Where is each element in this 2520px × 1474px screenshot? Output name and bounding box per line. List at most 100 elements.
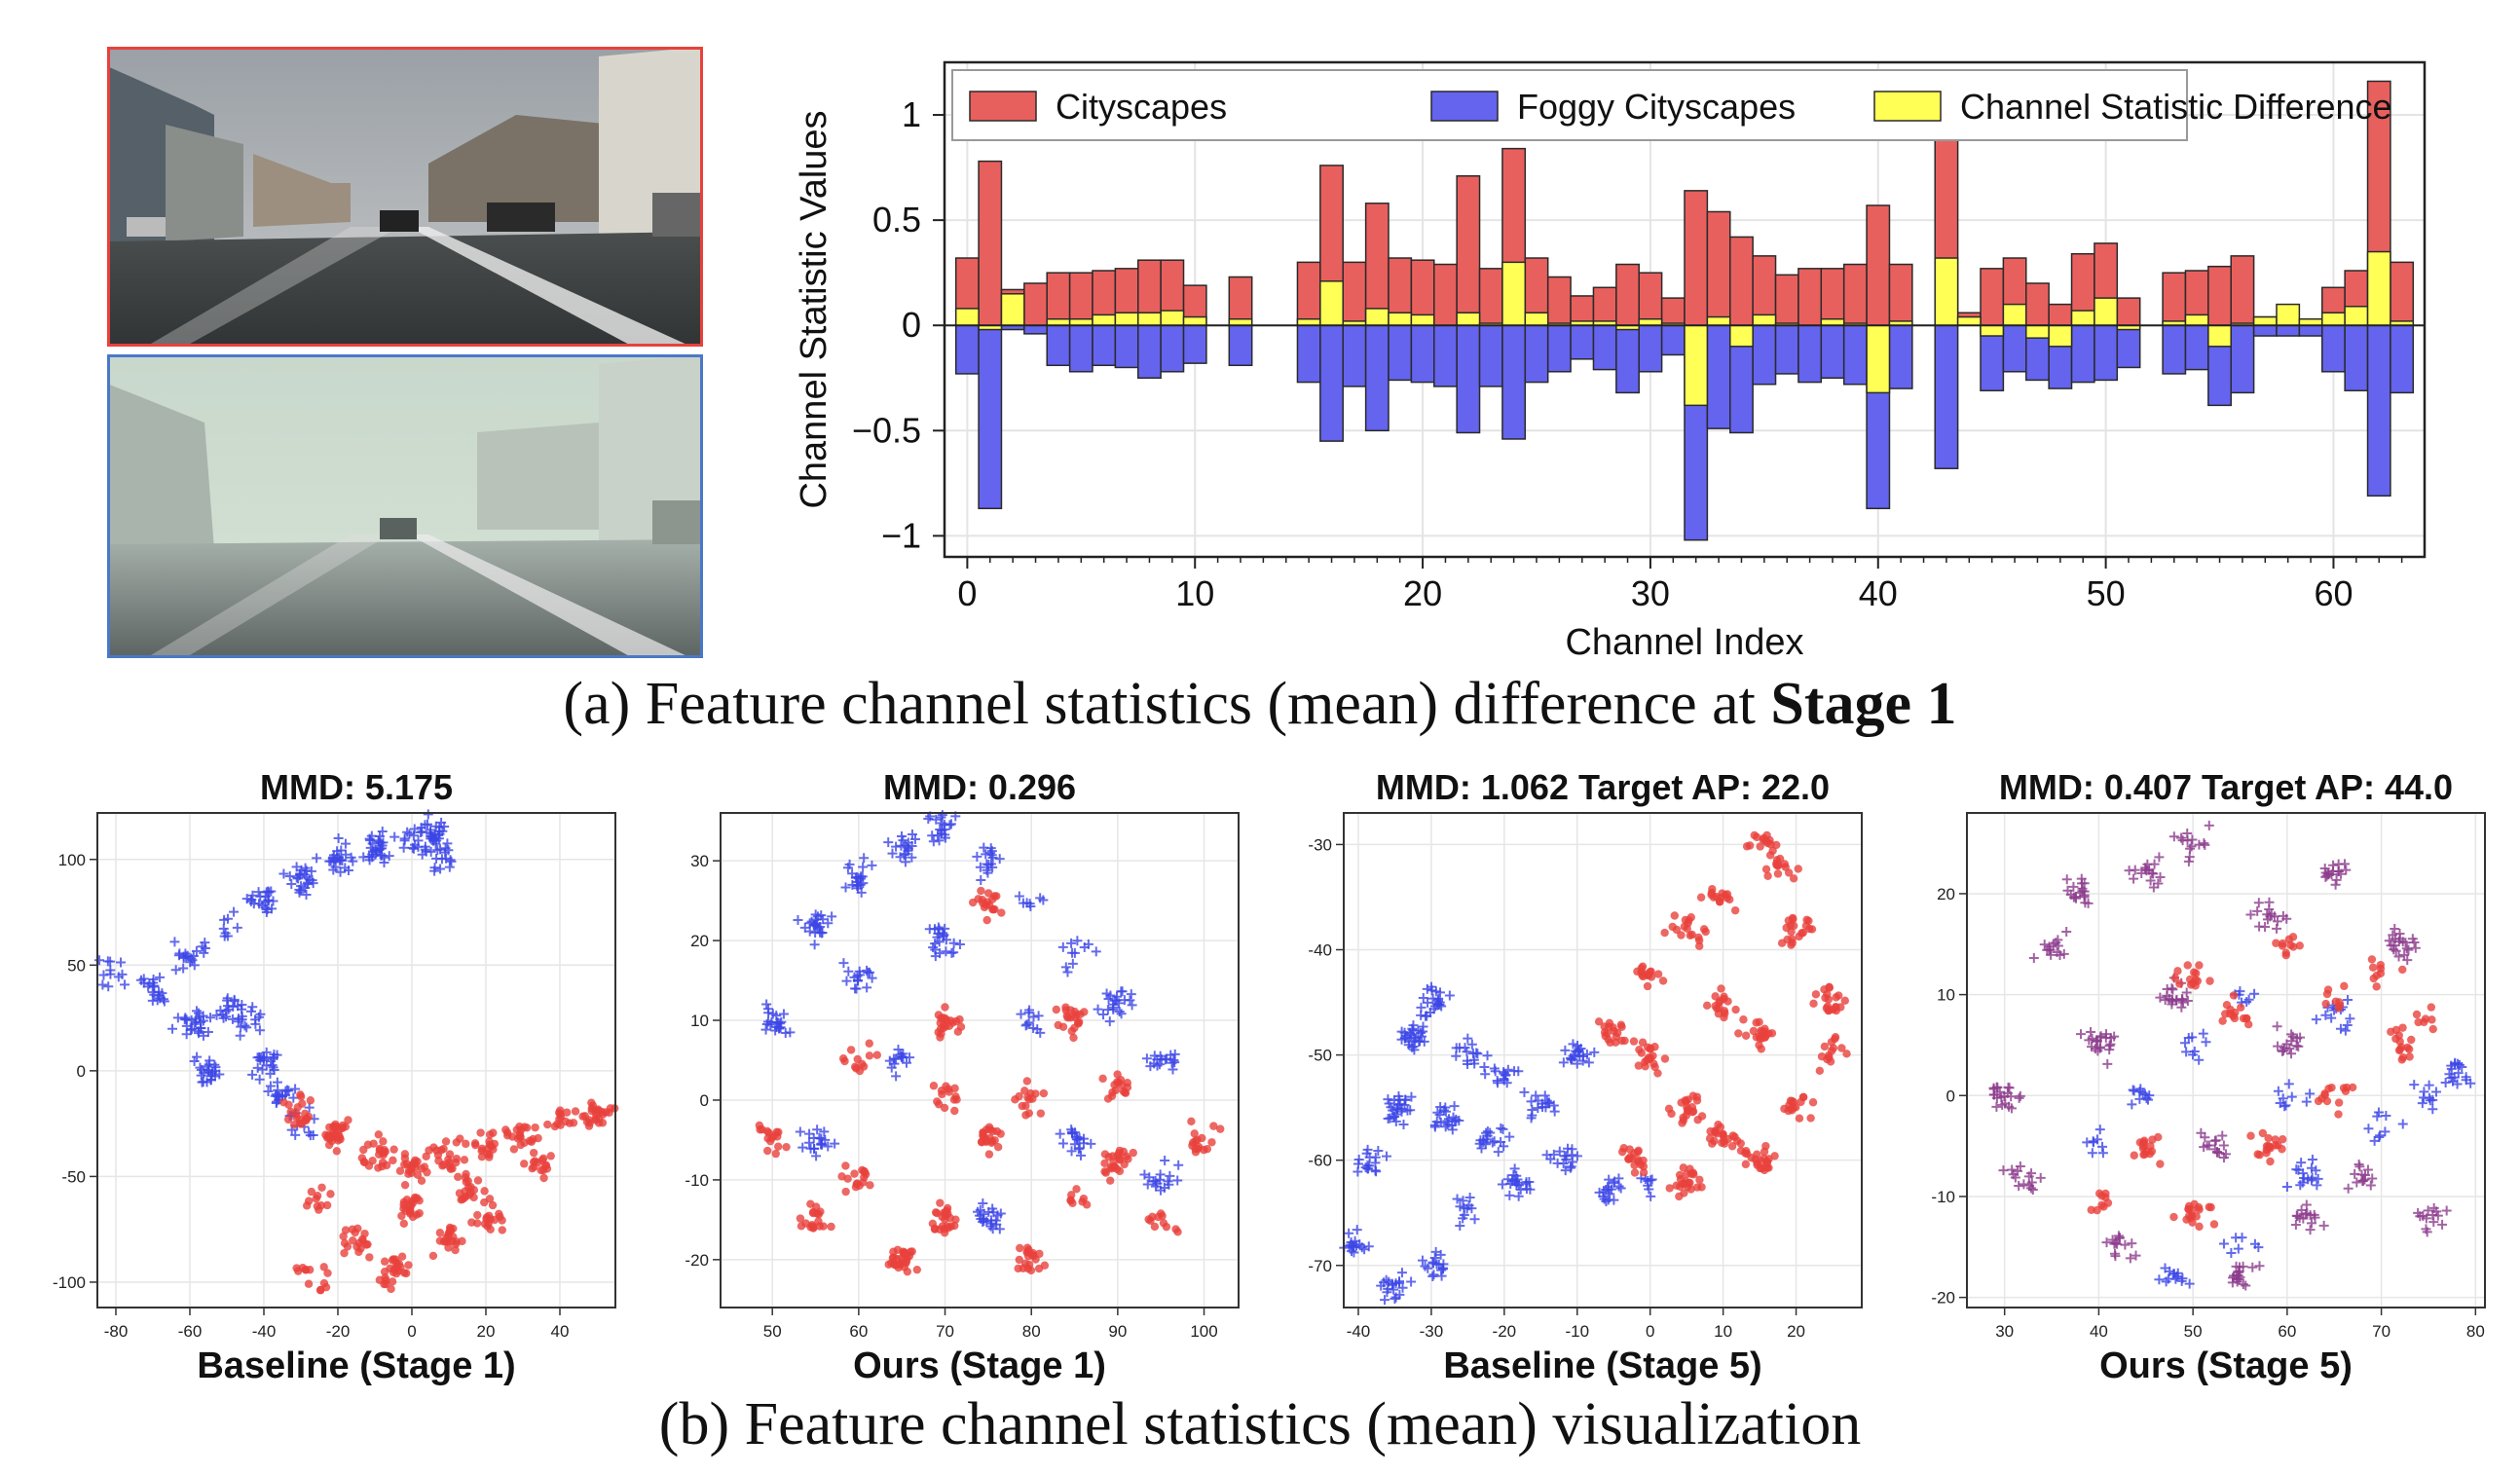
scatter-point: [1098, 1010, 1109, 1020]
scatter-point: [2461, 1075, 2471, 1086]
scatter-point: [219, 914, 230, 925]
scatter-point: [2217, 1130, 2228, 1141]
scatter-point: [1028, 1012, 1039, 1022]
y-tick-label: -100: [53, 1273, 86, 1292]
scatter-point: [1780, 1104, 1789, 1114]
scatter-point: [1036, 1109, 1046, 1118]
y-tick-label: −0.5: [852, 410, 921, 450]
scatter-point: [1772, 840, 1781, 850]
scatter-point: [2306, 1218, 2316, 1229]
scatter-point: [2035, 1172, 2046, 1183]
bar-foggy: [1820, 324, 1845, 380]
scatter-point: [2365, 1180, 2376, 1191]
scatter-point: [252, 1062, 263, 1073]
scatter-point: [2028, 952, 2039, 963]
scatter-point: [2155, 871, 2166, 882]
scatter-point: [178, 953, 189, 964]
scatter-point: [2313, 1173, 2323, 1184]
scatter-point: [278, 868, 289, 879]
scatter-point: [2265, 1142, 2275, 1152]
scatter-point: [2140, 1150, 2149, 1159]
scatter-point: [1594, 1187, 1605, 1198]
scatter-point: [940, 923, 950, 934]
scatter-point: [2187, 1050, 2198, 1060]
bar-cityscapes: [1296, 261, 1321, 326]
scatter-point: [1173, 1228, 1182, 1236]
scatter-point: [928, 942, 939, 953]
scatter-point: [268, 1053, 278, 1064]
scatter-point: [2175, 979, 2184, 988]
scatter-point: [304, 1279, 314, 1288]
scatter-point: [1113, 1070, 1122, 1079]
scatter-point: [1463, 1033, 1473, 1044]
legend-swatch: [1430, 91, 1499, 122]
scatter-point: [2428, 1024, 2437, 1034]
bar-cityscapes: [1023, 282, 1048, 326]
scatter-point: [992, 892, 1001, 901]
scatter-point: [253, 1012, 264, 1022]
scatter-point: [2153, 878, 2164, 889]
bar-cityscapes: [1546, 276, 1572, 326]
bar-foggy: [2094, 324, 2119, 382]
scatter-point: [945, 820, 955, 830]
scatter-point: [810, 909, 821, 920]
scatter-point: [2039, 940, 2050, 950]
bar-cityscapes: [2207, 265, 2232, 326]
scatter-point: [2168, 984, 2178, 995]
scatter-point: [229, 906, 240, 917]
scatter-point: [1394, 1098, 1405, 1109]
bar-cityscapes: [2230, 255, 2255, 326]
bar-cityscapes: [1820, 268, 1845, 326]
x-tick-label: 60: [2314, 573, 2353, 613]
scatter-point: [2210, 1135, 2221, 1146]
scatter-point: [1021, 1111, 1030, 1120]
scatter-point: [2424, 1080, 2434, 1090]
scatter-point: [1422, 1011, 1432, 1021]
x-tick-label: 30: [1631, 573, 1670, 613]
scatter-point: [301, 889, 312, 900]
scatter-point: [1521, 1177, 1532, 1188]
plot-frame: [1343, 812, 1863, 1308]
scatter-point: [1427, 1271, 1438, 1282]
bar-foggy: [1842, 324, 1868, 386]
scatter-point: [1396, 1268, 1407, 1278]
scatter-point: [1093, 1004, 1103, 1014]
scatter-point: [804, 1137, 815, 1148]
y-tick-label: -20: [685, 1251, 709, 1270]
scatter-point: [169, 937, 180, 947]
scatter-point: [2323, 985, 2333, 994]
scatter-xlabel: Baseline (Stage 1): [197, 1345, 515, 1386]
bar-foggy: [1364, 324, 1390, 432]
scatter-point: [1150, 1181, 1161, 1192]
scatter-point: [2278, 941, 2287, 950]
scatter-point: [262, 904, 273, 915]
scatter-point: [1504, 1131, 1515, 1142]
scatter-point: [1760, 1147, 1769, 1157]
scatter-point: [180, 948, 191, 959]
scatter-point: [1024, 1094, 1034, 1104]
scatter-point: [987, 862, 998, 872]
scatter-point: [979, 1209, 989, 1220]
scatter-point: [2234, 1267, 2244, 1277]
scatter-point: [1016, 1243, 1024, 1253]
scatter-point: [319, 1278, 329, 1288]
scatter-point: [2452, 1079, 2463, 1089]
scatter-point: [923, 814, 934, 825]
scatter-point: [761, 999, 772, 1010]
scatter-point: [987, 852, 998, 863]
scatter-point: [1493, 1147, 1503, 1158]
scatter-point: [2330, 879, 2341, 890]
scatter-point: [303, 877, 314, 888]
scatter-baseline-stage1: MMD: 5.175 -80 -60 -40 -20 0 20 40 100 50 0 -50 -100…: [53, 767, 619, 1386]
scatter-point: [830, 1138, 840, 1149]
scatter-point: [286, 879, 297, 890]
scatter-point: [1646, 1175, 1656, 1186]
scatter-xlabel: Ours (Stage 1): [853, 1345, 1106, 1386]
scatter-point: [811, 1151, 822, 1161]
scatter-point: [934, 1100, 944, 1109]
scatter-point: [1063, 1013, 1072, 1022]
scatter-point: [1533, 1095, 1543, 1106]
scatter-baseline-stage5: MMD: 1.062 Target AP: 22.0 -40 -30 -20 -10 0 1…: [1308, 767, 1863, 1386]
scatter-point: [306, 1096, 315, 1105]
scatter-point: [341, 1226, 351, 1234]
